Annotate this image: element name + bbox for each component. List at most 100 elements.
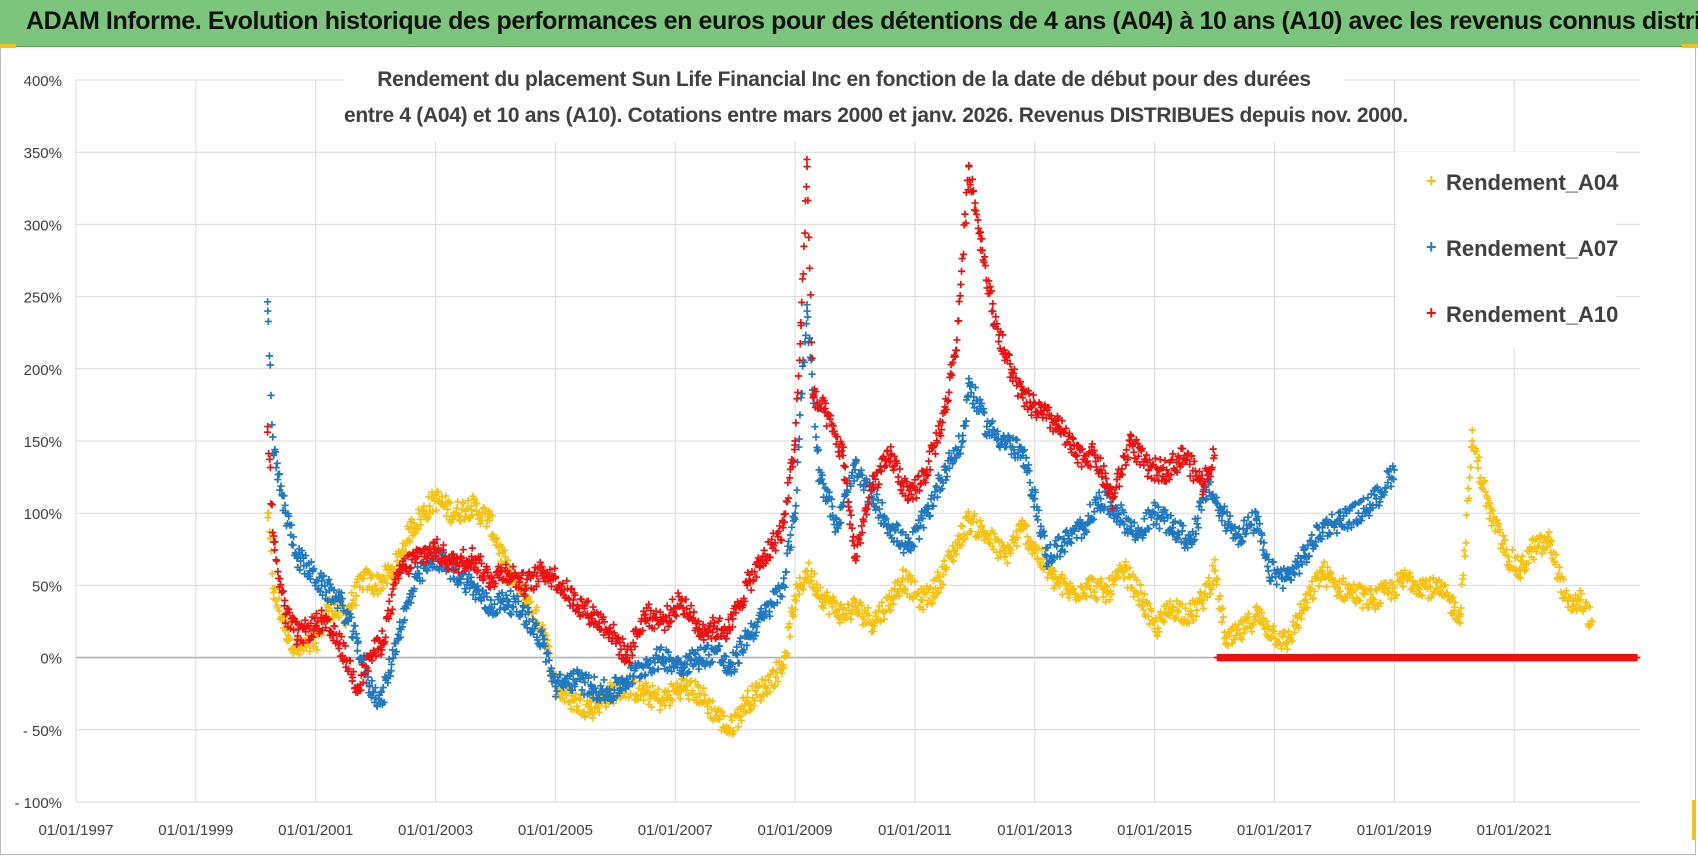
data-point-a04	[1169, 603, 1177, 611]
data-point-a04	[967, 527, 975, 535]
data-point-a04	[1365, 604, 1373, 612]
data-point-a04	[1420, 581, 1428, 589]
data-point-a04	[1320, 558, 1328, 566]
data-point-a07	[474, 582, 482, 590]
data-point-a07	[628, 680, 636, 688]
data-point-a07	[325, 575, 333, 584]
data-point-a04	[1465, 494, 1473, 502]
data-point-a04	[485, 507, 493, 515]
data-point-a10	[781, 510, 790, 518]
data-point-a07	[334, 604, 342, 612]
data-point-a04	[1207, 585, 1216, 593]
data-point-a04	[414, 525, 422, 533]
data-point-a04	[939, 580, 947, 588]
data-point-a07	[276, 486, 284, 494]
data-point-a07	[630, 673, 638, 681]
data-point-a04	[939, 571, 948, 579]
data-point-a04	[940, 557, 948, 565]
data-point-a04	[1023, 533, 1032, 541]
data-point-a04	[533, 603, 541, 612]
data-point-a04	[433, 487, 441, 495]
data-point-a04	[493, 534, 501, 542]
data-point-a04	[884, 602, 893, 610]
data-point-a04	[952, 550, 960, 558]
data-point-a04	[1464, 484, 1472, 493]
data-point-a04	[1138, 602, 1147, 610]
data-point-a04	[897, 578, 906, 586]
x-tick-label: 01/01/1997	[38, 822, 113, 839]
data-point-a10	[663, 602, 671, 610]
data-point-a07	[553, 687, 561, 695]
data-point-a04	[704, 709, 712, 717]
data-point-a04	[728, 716, 736, 724]
data-point-a04	[1171, 614, 1179, 623]
data-point-a04	[1258, 609, 1266, 617]
data-point-a07	[659, 652, 667, 661]
data-point-a04	[286, 634, 294, 642]
data-point-a07	[318, 577, 326, 585]
data-point-a07	[293, 554, 301, 562]
data-point-a04	[1499, 540, 1507, 548]
data-point-a04	[1586, 603, 1594, 611]
data-point-a07	[1328, 510, 1336, 519]
data-point-a04	[1384, 590, 1392, 598]
data-point-a04	[869, 627, 877, 635]
data-point-a07	[307, 558, 315, 566]
data-point-a07	[462, 588, 470, 596]
data-point-a07	[502, 591, 510, 599]
data-point-a04	[1496, 525, 1504, 534]
data-point-a10	[268, 501, 276, 509]
data-point-a07	[316, 587, 324, 595]
data-point-a04	[265, 509, 273, 517]
data-point-a04	[1516, 574, 1525, 582]
data-point-a04	[1462, 511, 1471, 519]
data-point-a04	[958, 541, 966, 549]
data-point-a07	[267, 391, 275, 399]
data-point-a04	[825, 610, 833, 618]
data-point-a07	[551, 673, 559, 681]
data-point-a04	[1148, 607, 1156, 615]
data-point-a10	[266, 455, 274, 463]
data-point-a04	[1552, 551, 1560, 559]
data-point-a04	[757, 696, 765, 705]
data-point-a04	[748, 682, 756, 690]
data-point-a04	[895, 592, 903, 600]
data-point-a04	[1099, 593, 1107, 601]
data-point-a04	[1035, 545, 1043, 553]
data-point-a04	[703, 703, 712, 711]
data-point-a04	[921, 590, 930, 599]
data-point-a07	[506, 609, 514, 617]
data-point-a07	[347, 613, 355, 621]
data-point-a07	[410, 585, 418, 593]
data-point-a04	[572, 690, 580, 698]
data-point-a07	[338, 595, 346, 603]
data-point-a04	[751, 697, 759, 705]
data-point-a04	[1066, 579, 1074, 587]
data-point-a10	[1029, 391, 1037, 399]
data-point-a07	[380, 698, 388, 707]
data-point-a07	[280, 492, 288, 500]
data-point-a04	[1108, 572, 1116, 580]
data-point-a04	[1532, 548, 1541, 556]
data-point-a10	[331, 622, 339, 630]
data-point-a07	[408, 592, 416, 600]
data-point-a04	[1097, 575, 1105, 583]
data-point-a07	[804, 313, 812, 321]
data-point-a04	[799, 586, 807, 594]
data-point-a04	[1125, 564, 1134, 572]
data-point-a10	[801, 229, 809, 237]
data-point-a04	[1418, 592, 1426, 600]
data-point-a04	[976, 517, 984, 525]
data-point-a10	[953, 336, 961, 344]
data-point-a04	[1069, 584, 1078, 593]
data-point-a07	[281, 501, 289, 509]
data-point-a04	[525, 593, 533, 601]
data-point-a04	[1249, 621, 1257, 629]
data-point-a07	[377, 688, 385, 696]
data-point-a04	[1569, 597, 1578, 605]
data-point-a04	[1348, 587, 1356, 595]
data-point-a04	[1587, 617, 1596, 625]
data-point-a04	[1515, 565, 1524, 573]
data-point-a07	[643, 656, 651, 664]
